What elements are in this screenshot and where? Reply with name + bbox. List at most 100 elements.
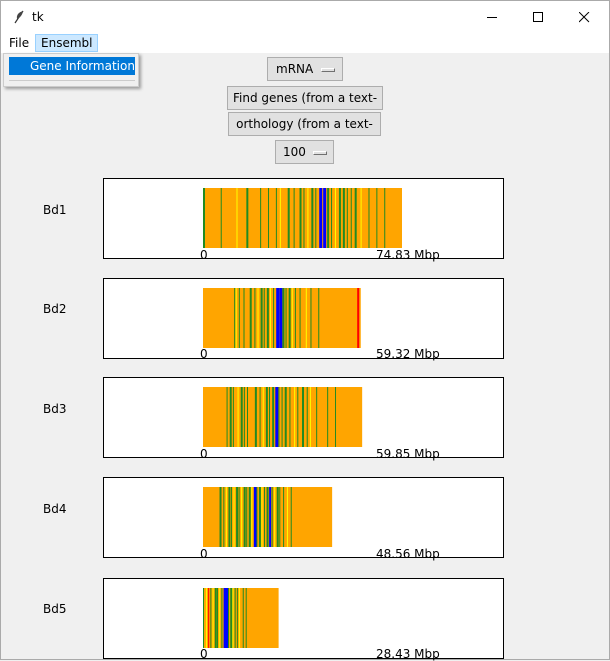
gene-marker bbox=[243, 288, 245, 348]
gene-marker bbox=[216, 588, 218, 648]
gene-marker bbox=[289, 387, 291, 447]
gene-marker bbox=[275, 387, 279, 447]
chromosome-label-bd4: Bd4 bbox=[43, 502, 67, 516]
gene-marker bbox=[323, 188, 327, 248]
chromosome-end-bd1: 74.83 Mbp bbox=[376, 248, 440, 262]
gene-marker bbox=[236, 188, 238, 248]
gene-marker bbox=[257, 288, 259, 348]
gene-marker bbox=[253, 487, 257, 547]
gene-marker bbox=[259, 387, 261, 447]
gene-marker bbox=[327, 387, 329, 447]
find-genes-button[interactable]: Find genes (from a text-file) bbox=[227, 86, 383, 127]
gene-marker bbox=[243, 487, 246, 547]
title-bar[interactable]: tk bbox=[1, 1, 609, 33]
gene-marker bbox=[360, 188, 362, 248]
gene-marker bbox=[285, 288, 287, 348]
gene-marker bbox=[258, 487, 261, 547]
gene-marker bbox=[248, 487, 251, 547]
gene-marker bbox=[268, 188, 270, 248]
gene-marker bbox=[297, 387, 299, 447]
gene-marker bbox=[309, 387, 311, 447]
maximize-button[interactable] bbox=[515, 1, 561, 33]
gene-marker bbox=[232, 387, 234, 447]
gene-marker bbox=[247, 387, 249, 447]
gene-marker bbox=[276, 288, 280, 348]
chromosome-panel-bd1 bbox=[103, 178, 504, 259]
minimize-button[interactable] bbox=[469, 1, 515, 33]
gene-marker bbox=[246, 188, 249, 248]
chromosome-start-bd1: 0 bbox=[200, 248, 208, 262]
gene-marker bbox=[283, 487, 285, 547]
gene-marker bbox=[306, 387, 308, 447]
gene-marker bbox=[294, 288, 296, 348]
gene-marker bbox=[286, 487, 288, 547]
gene-marker bbox=[376, 188, 378, 248]
gene-marker bbox=[228, 588, 230, 648]
gene-marker bbox=[275, 188, 277, 248]
gene-marker bbox=[225, 487, 227, 547]
gene-marker bbox=[219, 588, 221, 648]
gene-marker bbox=[230, 487, 232, 547]
chromosome-label-bd2: Bd2 bbox=[43, 302, 67, 316]
option-indicator-icon bbox=[321, 68, 335, 72]
gene-marker bbox=[254, 387, 257, 447]
gene-marker bbox=[315, 188, 317, 248]
option-indicator-icon bbox=[313, 151, 327, 155]
close-button[interactable] bbox=[561, 1, 607, 33]
chromosome-end-bd3: 59.85 Mbp bbox=[376, 447, 440, 461]
gene-marker bbox=[260, 288, 263, 348]
maximize-icon bbox=[533, 12, 543, 22]
gene-marker bbox=[214, 588, 217, 648]
menu-ensembl[interactable]: Ensembl bbox=[35, 34, 99, 52]
gene-marker bbox=[279, 188, 281, 248]
gene-marker bbox=[274, 487, 276, 547]
sequence-type-select[interactable]: mRNA bbox=[267, 57, 343, 81]
count-select[interactable]: 100 bbox=[275, 140, 334, 164]
gene-marker bbox=[288, 288, 291, 348]
menu-file[interactable]: File bbox=[9, 36, 30, 50]
minimize-icon bbox=[487, 17, 497, 18]
gene-marker bbox=[256, 487, 258, 547]
gene-marker bbox=[212, 588, 214, 648]
gene-marker bbox=[246, 487, 248, 547]
gene-marker bbox=[240, 387, 243, 447]
chromosome-track-bd1 bbox=[203, 188, 402, 248]
gene-marker bbox=[266, 487, 269, 547]
gene-marker bbox=[384, 188, 386, 248]
gene-marker bbox=[203, 188, 205, 248]
chromosome-band-bd1 bbox=[203, 188, 402, 248]
gene-marker bbox=[239, 588, 241, 648]
gene-marker bbox=[331, 188, 333, 248]
chromosome-band-bd5 bbox=[203, 588, 279, 648]
gene-marker bbox=[311, 188, 314, 248]
gene-marker bbox=[233, 487, 235, 547]
gene-marker bbox=[210, 588, 212, 648]
gene-marker bbox=[238, 288, 240, 348]
chromosome-track-bd4 bbox=[203, 487, 333, 547]
gene-marker bbox=[243, 387, 245, 447]
menu-item-gene-information[interactable]: Gene Information bbox=[9, 57, 135, 75]
gene-marker bbox=[278, 387, 280, 447]
gene-marker bbox=[228, 487, 231, 547]
gene-marker bbox=[203, 588, 204, 648]
orthology-button[interactable]: orthology (from a text-file) bbox=[228, 112, 381, 153]
gene-marker bbox=[245, 588, 247, 648]
gene-marker bbox=[234, 588, 236, 648]
chromosome-panel-bd3 bbox=[103, 377, 504, 458]
gene-marker bbox=[260, 188, 262, 248]
gene-marker bbox=[251, 487, 253, 547]
gene-marker bbox=[316, 387, 318, 447]
menu-separator bbox=[9, 80, 135, 81]
gene-marker bbox=[299, 188, 302, 248]
chromosome-end-bd2: 59.32 Mbp bbox=[376, 347, 440, 361]
chromosome-label-bd5: Bd5 bbox=[43, 602, 67, 616]
gene-marker bbox=[223, 487, 225, 547]
gene-marker bbox=[368, 188, 370, 248]
chromosome-panel-bd5 bbox=[103, 578, 504, 659]
chromosome-panel-bd2 bbox=[103, 278, 504, 359]
gene-marker bbox=[338, 188, 341, 248]
chromosome-track-bd5 bbox=[203, 588, 279, 648]
gene-marker bbox=[279, 288, 283, 348]
gene-marker bbox=[350, 188, 352, 248]
feather-icon bbox=[14, 10, 24, 24]
